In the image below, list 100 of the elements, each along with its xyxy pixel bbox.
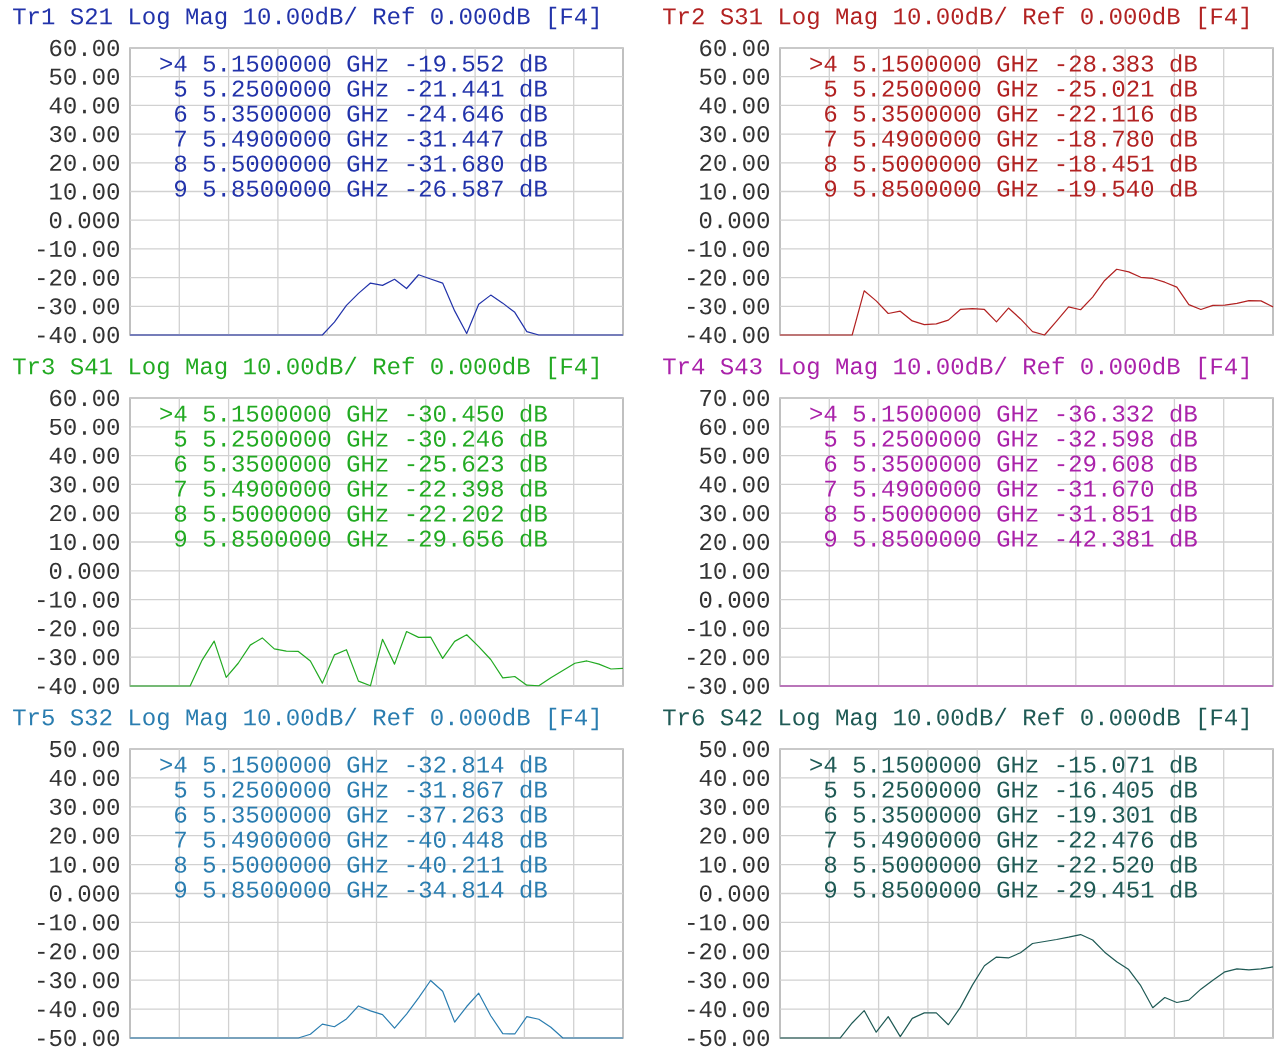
y-tick-label: 50.00 bbox=[49, 418, 119, 435]
y-tick-label: 20.00 bbox=[700, 533, 769, 551]
y-tick-label: 20.00 bbox=[700, 827, 769, 844]
annotation: 5 5.2500000 GHz -16.405 dB bbox=[824, 780, 1197, 798]
y-tick-label: 30.00 bbox=[49, 125, 119, 143]
y-tick-label: 30.00 bbox=[699, 798, 769, 815]
y-tick-label: 50.00 bbox=[699, 740, 769, 758]
y-tick-label: -40.00 bbox=[687, 326, 769, 344]
y-tick-label: 10.00 bbox=[50, 533, 119, 551]
y-tick-label: 40.00 bbox=[699, 476, 769, 493]
y-tick-label: -10.00 bbox=[687, 914, 769, 931]
annotation: 6 5.3500000 GHz -22.116 dB bbox=[825, 104, 1197, 122]
y-tick-label: -20.00 bbox=[687, 649, 769, 666]
y-tick-label: 50.00 bbox=[699, 447, 769, 464]
y-tick-label: -20.00 bbox=[37, 943, 119, 960]
annotation: 9 5.8500000 GHz -29.451 dB bbox=[825, 880, 1197, 898]
annotation: 6 5.3500000 GHz -37.263 dB bbox=[175, 805, 547, 823]
y-tick-label: -30.00 bbox=[37, 972, 119, 989]
annotation: 8 5.5000000 GHz -31.680 dB bbox=[174, 154, 547, 172]
y-tick-label: 30.00 bbox=[699, 505, 769, 522]
y-tick-label: 0.000 bbox=[49, 212, 119, 229]
annotation: 8 5.5000000 GHz -40.211 dB bbox=[174, 855, 547, 873]
y-tick-label: -10.00 bbox=[37, 914, 119, 931]
y-tick-label: -30.00 bbox=[687, 677, 769, 695]
chart-title: Tr3 S41 Log Mag 10.00dB/ Ref 0.000dB [F4] bbox=[13, 356, 598, 380]
annotation: 7 5.4900000 GHz -40.448 dB bbox=[175, 830, 547, 848]
annotation: 5 5.2500000 GHz -31.867 dB bbox=[174, 780, 547, 798]
annotation: 7 5.4900000 GHz -22.398 dB bbox=[175, 479, 547, 497]
y-tick-label: 20.00 bbox=[50, 154, 119, 171]
annotation: >4 5.1500000 GHz -19.552 dB bbox=[160, 54, 547, 72]
y-tick-label: 30.00 bbox=[699, 125, 769, 143]
y-tick-label: 10.00 bbox=[700, 856, 769, 873]
chart-title: Tr6 S42 Log Mag 10.00dB/ Ref 0.000dB [F4] bbox=[663, 707, 1248, 731]
annotation: 5 5.2500000 GHz -21.441 dB bbox=[174, 79, 547, 97]
y-tick-label: -50.00 bbox=[687, 1029, 769, 1047]
y-tick-label: 50.00 bbox=[49, 740, 119, 758]
y-tick-label: 20.00 bbox=[50, 505, 119, 522]
y-tick-label: -30.00 bbox=[687, 298, 769, 315]
y-tick-label: 40.00 bbox=[49, 97, 119, 114]
y-tick-label: 50.00 bbox=[49, 68, 119, 85]
y-tick-label: 0.000 bbox=[699, 591, 769, 608]
y-tick-label: -40.00 bbox=[37, 677, 119, 695]
y-tick-label: 10.00 bbox=[700, 562, 769, 579]
chart-title: Tr5 S32 Log Mag 10.00dB/ Ref 0.000dB [F4] bbox=[13, 707, 598, 731]
y-tick-label: 20.00 bbox=[50, 827, 119, 844]
y-tick-label: 0.000 bbox=[49, 885, 119, 902]
annotation: 8 5.5000000 GHz -18.451 dB bbox=[824, 154, 1197, 172]
annotation: 5 5.2500000 GHz -32.598 dB bbox=[824, 429, 1197, 447]
y-tick-label: -10.00 bbox=[687, 240, 769, 258]
y-tick-label: 60.00 bbox=[50, 39, 119, 57]
annotation: 6 5.3500000 GHz -19.301 dB bbox=[825, 805, 1197, 823]
annotation: 6 5.3500000 GHz -29.608 dB bbox=[825, 454, 1197, 472]
y-tick-label: -40.00 bbox=[687, 1000, 769, 1018]
y-tick-label: -50.00 bbox=[37, 1029, 119, 1047]
annotation: 9 5.8500000 GHz -26.587 dB bbox=[175, 179, 547, 197]
annotation: 8 5.5000000 GHz -22.202 dB bbox=[174, 504, 547, 522]
annotation: 5 5.2500000 GHz -30.246 dB bbox=[174, 429, 547, 447]
chart-title: Tr1 S21 Log Mag 10.00dB/ Ref 0.000dB [F4] bbox=[13, 6, 598, 30]
y-tick-label: 30.00 bbox=[49, 476, 119, 493]
y-tick-label: -10.00 bbox=[687, 620, 769, 637]
annotation: 9 5.8500000 GHz -29.656 dB bbox=[175, 529, 547, 547]
annotation: 9 5.8500000 GHz -42.381 dB bbox=[825, 529, 1197, 547]
y-tick-label: 40.00 bbox=[49, 447, 119, 464]
y-tick-label: -40.00 bbox=[37, 1000, 119, 1018]
y-tick-label: -30.00 bbox=[687, 972, 769, 989]
y-tick-label: -20.00 bbox=[687, 269, 769, 286]
annotation: 7 5.4900000 GHz -18.780 dB bbox=[825, 129, 1197, 147]
annotation: >4 5.1500000 GHz -32.814 dB bbox=[160, 755, 547, 773]
y-tick-label: 60.00 bbox=[700, 418, 769, 435]
y-tick-label: 60.00 bbox=[700, 39, 769, 57]
annotation: 7 5.4900000 GHz -22.476 dB bbox=[825, 830, 1197, 848]
annotation: 6 5.3500000 GHz -24.646 dB bbox=[175, 104, 547, 122]
annotation: 6 5.3500000 GHz -25.623 dB bbox=[175, 454, 547, 472]
annotation: >4 5.1500000 GHz -28.383 dB bbox=[810, 54, 1197, 72]
y-tick-label: -20.00 bbox=[37, 269, 119, 286]
annotation: 8 5.5000000 GHz -31.851 dB bbox=[824, 504, 1197, 522]
annotation: 8 5.5000000 GHz -22.520 dB bbox=[824, 855, 1197, 873]
y-tick-label: -20.00 bbox=[37, 620, 119, 637]
y-tick-label: -30.00 bbox=[37, 298, 119, 315]
y-tick-label: 20.00 bbox=[700, 154, 769, 171]
y-tick-label: 60.00 bbox=[50, 389, 119, 407]
y-tick-label: 0.000 bbox=[699, 885, 769, 902]
y-tick-label: 30.00 bbox=[49, 798, 119, 815]
y-tick-label: -20.00 bbox=[687, 943, 769, 960]
y-tick-label: 10.00 bbox=[50, 183, 119, 200]
y-tick-label: -10.00 bbox=[37, 591, 119, 608]
y-tick-label: 50.00 bbox=[699, 68, 769, 85]
annotation: >4 5.1500000 GHz -15.071 dB bbox=[810, 755, 1197, 773]
y-tick-label: 0.000 bbox=[49, 562, 119, 579]
y-tick-label: -10.00 bbox=[37, 240, 119, 258]
y-tick-label: 40.00 bbox=[699, 769, 769, 787]
y-tick-label: -30.00 bbox=[37, 649, 119, 666]
annotation: >4 5.1500000 GHz -30.450 dB bbox=[160, 404, 547, 422]
chart-title: Tr4 S43 Log Mag 10.00dB/ Ref 0.000dB [F4] bbox=[663, 356, 1248, 380]
annotation: 9 5.8500000 GHz -19.540 dB bbox=[825, 179, 1197, 197]
y-tick-label: 70.00 bbox=[700, 389, 769, 407]
annotation: 7 5.4900000 GHz -31.447 dB bbox=[175, 129, 547, 147]
y-tick-label: 40.00 bbox=[49, 769, 119, 787]
y-tick-label: 10.00 bbox=[700, 183, 769, 200]
y-tick-label: -40.00 bbox=[37, 326, 119, 344]
